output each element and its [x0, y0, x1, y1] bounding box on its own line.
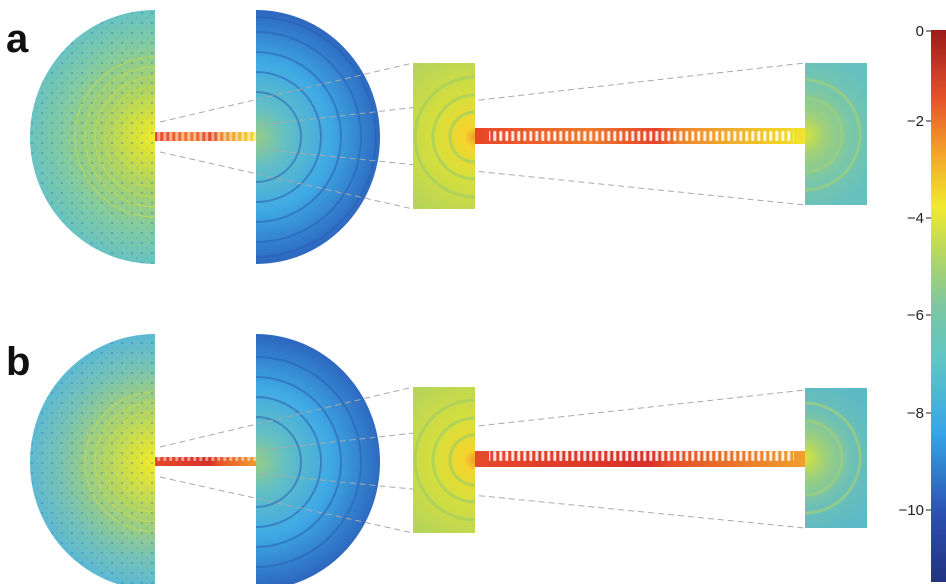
panel-label: b [6, 340, 30, 384]
panel-label: a [6, 17, 29, 61]
colorbar-tick-label: −10 [899, 502, 924, 519]
input-field-semicircle [30, 10, 156, 264]
output-field-semicircle [255, 10, 380, 264]
colorbar: 0 −2 −4 −6 −8 −10 [899, 23, 946, 582]
zoom-guide-lines [159, 62, 806, 210]
colorbar-tick-label: −6 [907, 307, 924, 324]
input-field-semicircle [30, 334, 156, 584]
zoom-guide-lines [159, 386, 806, 534]
zoom-input-box [413, 387, 476, 533]
colorbar-tick-label: 0 [916, 23, 924, 40]
panel-a: a [6, 10, 867, 264]
zoom-output-box [804, 388, 867, 528]
zoom-input-box [413, 63, 476, 209]
colorbar-tick-label: −2 [907, 113, 924, 130]
colorbar-tick-label: −8 [907, 405, 924, 422]
zoom-output-box [804, 63, 867, 205]
output-field-semicircle [255, 334, 380, 584]
colorbar-gradient [931, 30, 946, 582]
panel-b: b [6, 334, 867, 584]
colorbar-tick-label: −4 [907, 210, 924, 227]
